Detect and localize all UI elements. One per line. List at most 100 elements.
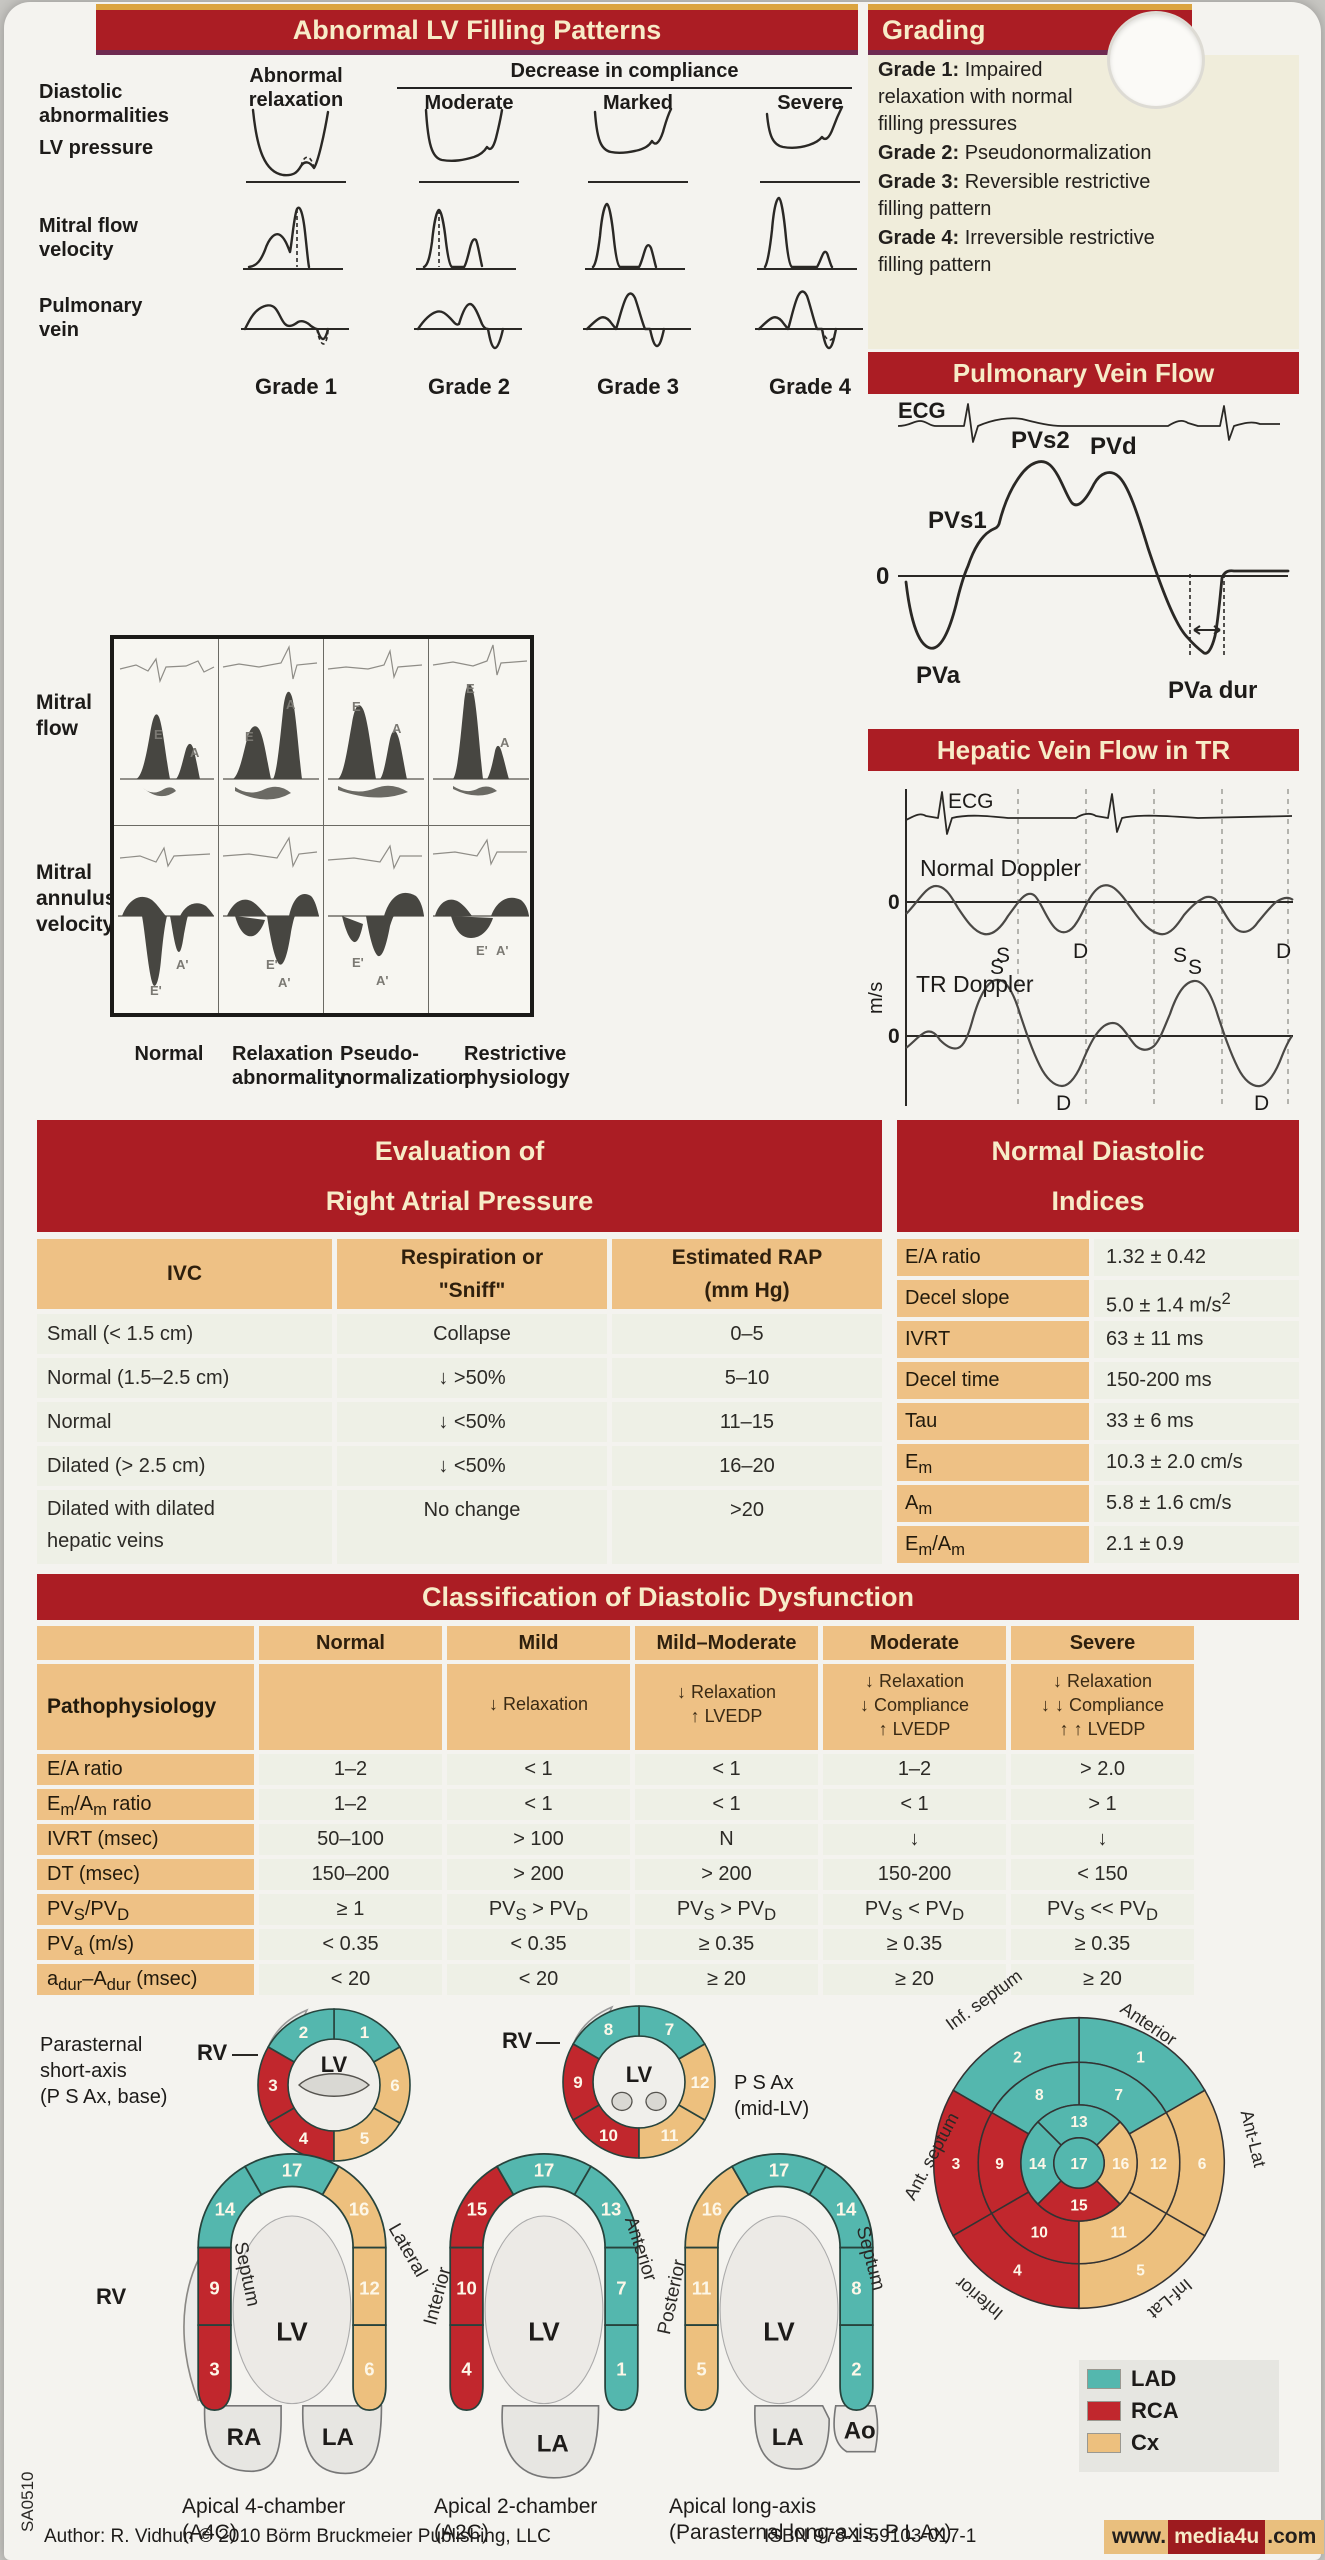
cx-swatch	[1087, 2433, 1121, 2453]
rap-title: Evaluation of Right Atrial Pressure	[37, 1120, 882, 1232]
tr-zero: 0	[888, 1025, 900, 1048]
hepatic-diagram: ECG Normal Doppler 0 S D S D m/s TR Dopp…	[868, 789, 1294, 1115]
filling-corner-label: Diastolic abnormalities	[39, 81, 170, 127]
cls-cell: ≥ 20	[635, 1964, 818, 1995]
filling-col2: Marked	[602, 92, 674, 114]
mitral-flow-grade1-waveform	[243, 206, 343, 270]
svg-text:12: 12	[1150, 2156, 1167, 2173]
echo-col-pseudo: Pseudo-normalization	[340, 1043, 471, 1089]
cls-cell: < 20	[447, 1964, 630, 1995]
cls-cell: ≥ 20	[823, 1964, 1006, 1995]
normal-doppler-label: Normal Doppler	[920, 855, 1081, 881]
cls-header: Mild	[447, 1626, 630, 1660]
echo-mf-pseudo	[327, 648, 424, 798]
svg-text:12: 12	[691, 2073, 710, 2092]
cls-cell: ≥ 0.35	[1011, 1929, 1194, 1960]
svg-text:12: 12	[359, 2278, 380, 2299]
cls-cell: 1–2	[823, 1754, 1006, 1785]
cls-row-label: IVRT (msec)	[37, 1824, 254, 1855]
cls-cell: < 150	[1011, 1859, 1194, 1890]
index-value: 1.32 ± 0.42	[1094, 1239, 1299, 1276]
cls-cell: 1–2	[259, 1789, 442, 1820]
cls-header-corner	[37, 1626, 254, 1660]
cls-cell: PVS > PVD	[447, 1894, 630, 1925]
rv-label: RV	[96, 2284, 127, 2309]
cls-cell: ↓	[823, 1824, 1006, 1855]
pv-ecg-label: ECG	[898, 398, 946, 423]
page-title: Abnormal LV Filling Patterns	[96, 10, 858, 50]
grade3-label: Grade 3	[597, 374, 679, 399]
logo-tld: .com	[1265, 2520, 1325, 2554]
cls-row-label: Em/Am ratio	[37, 1789, 254, 1820]
cls-cell: 150–200	[259, 1859, 442, 1890]
svg-text:14: 14	[215, 2198, 236, 2219]
la-label: LA	[772, 2424, 804, 2451]
echo-letter: A'	[278, 975, 291, 990]
filling-group-header: Decrease in compliance	[397, 60, 852, 89]
svg-text:14: 14	[1029, 2156, 1047, 2173]
index-value: 150-200 ms	[1094, 1362, 1299, 1399]
filling-col3: Severe	[777, 92, 843, 114]
lad-swatch	[1087, 2369, 1121, 2389]
svg-text:2: 2	[1013, 2049, 1022, 2066]
index-label: Em	[897, 1444, 1089, 1481]
psax-mid-caption: P S Ax (mid-LV)	[734, 2072, 810, 2120]
index-label: Am	[897, 1485, 1089, 1522]
rap-cell: ↓ <50%	[337, 1446, 607, 1486]
cls-cell: 150-200	[823, 1859, 1006, 1890]
pvs2-label: PVs2	[1011, 427, 1070, 454]
cls-cell: < 1	[635, 1754, 818, 1785]
echo-letter: A	[286, 697, 296, 712]
svg-text:16: 16	[1112, 2156, 1130, 2173]
svg-text:10: 10	[599, 2126, 618, 2145]
rap-cell: 5–10	[612, 1358, 882, 1398]
svg-text:11: 11	[1111, 2225, 1128, 2242]
patho-cell	[259, 1664, 442, 1750]
cls-cell: < 1	[823, 1789, 1006, 1820]
cls-cell: < 1	[635, 1789, 818, 1820]
rv-label: RV	[197, 2040, 228, 2065]
svg-text:14: 14	[836, 2198, 857, 2219]
svg-text:6: 6	[390, 2076, 399, 2095]
legend-item-cx: Cx	[1087, 2430, 1279, 2456]
svg-text:5: 5	[1136, 2262, 1145, 2279]
svg-text:11: 11	[692, 2278, 712, 2299]
grade2-label: Grade 2	[428, 374, 510, 399]
rap-cell: 16–20	[612, 1446, 882, 1486]
echo-letter: E	[154, 727, 163, 742]
pulm-vein-grade1-waveform	[241, 304, 349, 345]
nd-s2: S	[1173, 944, 1187, 967]
lv-label: LV	[763, 2316, 795, 2346]
lv-pressure-grade4-waveform	[760, 105, 860, 183]
cls-row-label: PVS/PVD	[37, 1894, 254, 1925]
pulm-vein-grade4-waveform	[755, 290, 863, 350]
svg-text:13: 13	[1070, 2114, 1088, 2131]
pv-flow-diagram: ECG PVs2 PVd PVs1 0 PVa PVa dur	[876, 398, 1290, 704]
ao-label: Ao	[844, 2418, 876, 2445]
index-value: 5.8 ± 1.6 cm/s	[1094, 1485, 1299, 1522]
filling-col1: Moderate	[424, 92, 514, 114]
grading-item: Grade 4: Irreversible restrictive filling…	[878, 227, 1155, 276]
tr-doppler-label: TR Doppler	[916, 971, 1034, 997]
cls-cell: N	[635, 1824, 818, 1855]
echo-ma-pseudo	[327, 844, 424, 957]
svg-text:1: 1	[360, 2023, 369, 2042]
reference-card: Abnormal LV Filling Patterns Grading Gra…	[4, 2, 1325, 2560]
svg-text:4: 4	[461, 2358, 472, 2379]
rap-cell: ↓ >50%	[337, 1358, 607, 1398]
patho-label: Pathophysiology	[37, 1664, 254, 1750]
a4c-caption: Apical 4-chamber (A4C)	[182, 2495, 346, 2544]
rca-swatch	[1087, 2401, 1121, 2421]
svg-text:13: 13	[601, 2198, 622, 2219]
svg-text:11: 11	[661, 2126, 679, 2145]
hepatic-title: Hepatic Vein Flow in TR	[868, 729, 1299, 771]
a2c-caption: Apical 2-chamber (A2C)	[434, 2495, 598, 2544]
legend-item-rca: RCA	[1087, 2398, 1279, 2424]
echo-row2-label: Mitral annulus velocity	[36, 861, 117, 936]
pv-zero-label: 0	[876, 563, 889, 590]
hepatic-ecg-label: ECG	[948, 790, 994, 813]
grade4-label: Grade 4	[769, 374, 851, 399]
echo-letter: A	[392, 721, 402, 736]
rap-cell: Small (< 1.5 cm)	[37, 1314, 332, 1354]
